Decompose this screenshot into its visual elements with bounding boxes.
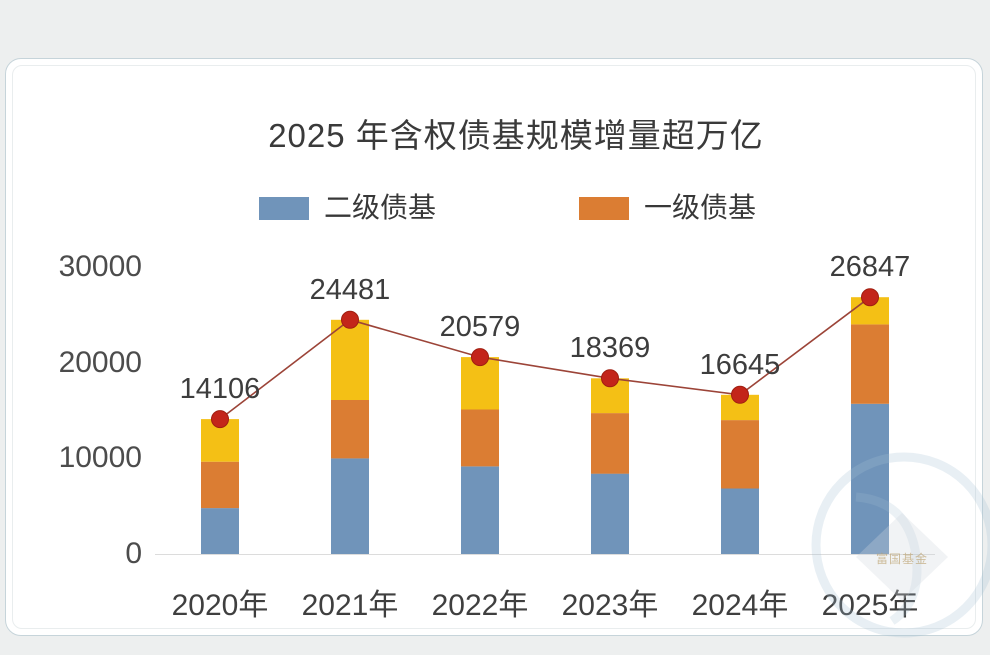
legend-label-secondary-bond-fund: 二级债基 [324, 192, 437, 223]
watermark-text: 富国基金 [876, 551, 928, 566]
bar-segment-2021年-series0 [331, 458, 369, 554]
legend-item-secondary-bond-fund: 二级债基 [259, 193, 436, 223]
bar-segment-2021年-series1 [331, 400, 369, 459]
data-point-2021年 [341, 310, 359, 329]
bar-segment-2022年-series1 [461, 409, 499, 467]
bar-segment-2021年-series2 [331, 319, 369, 400]
legend-swatch-blue [259, 196, 309, 220]
bar-segment-2023年-series1 [591, 413, 629, 474]
watermark-logo: 富国基金 [811, 452, 990, 638]
bar-segment-2020年-series1 [201, 461, 239, 509]
legend-item-primary-bond-fund: 一级债基 [579, 193, 756, 223]
bar-segment-2025年-series0 [851, 403, 889, 554]
bar-segment-2025年-series1 [851, 324, 889, 404]
bar-segment-2020年-series0 [201, 508, 239, 554]
data-point-2023年 [601, 369, 619, 388]
data-point-2024年 [731, 385, 749, 404]
bar-segment-2024年-series0 [721, 488, 759, 554]
chart-canvas [201, 288, 889, 554]
legend-swatch-orange [579, 196, 629, 220]
data-point-2020年 [211, 410, 229, 429]
data-point-2022年 [471, 348, 489, 367]
bar-segment-2022年-series0 [461, 466, 499, 554]
chart-title: 2025 年含权债基规模增量超万亿 [268, 117, 764, 154]
x-axis-baseline [155, 554, 935, 555]
legend-label-primary-bond-fund: 一级债基 [644, 192, 757, 223]
data-point-2025年 [861, 288, 879, 307]
bar-segment-2024年-series1 [721, 420, 759, 489]
bar-segment-2023年-series0 [591, 473, 629, 554]
total-line [219, 296, 871, 420]
